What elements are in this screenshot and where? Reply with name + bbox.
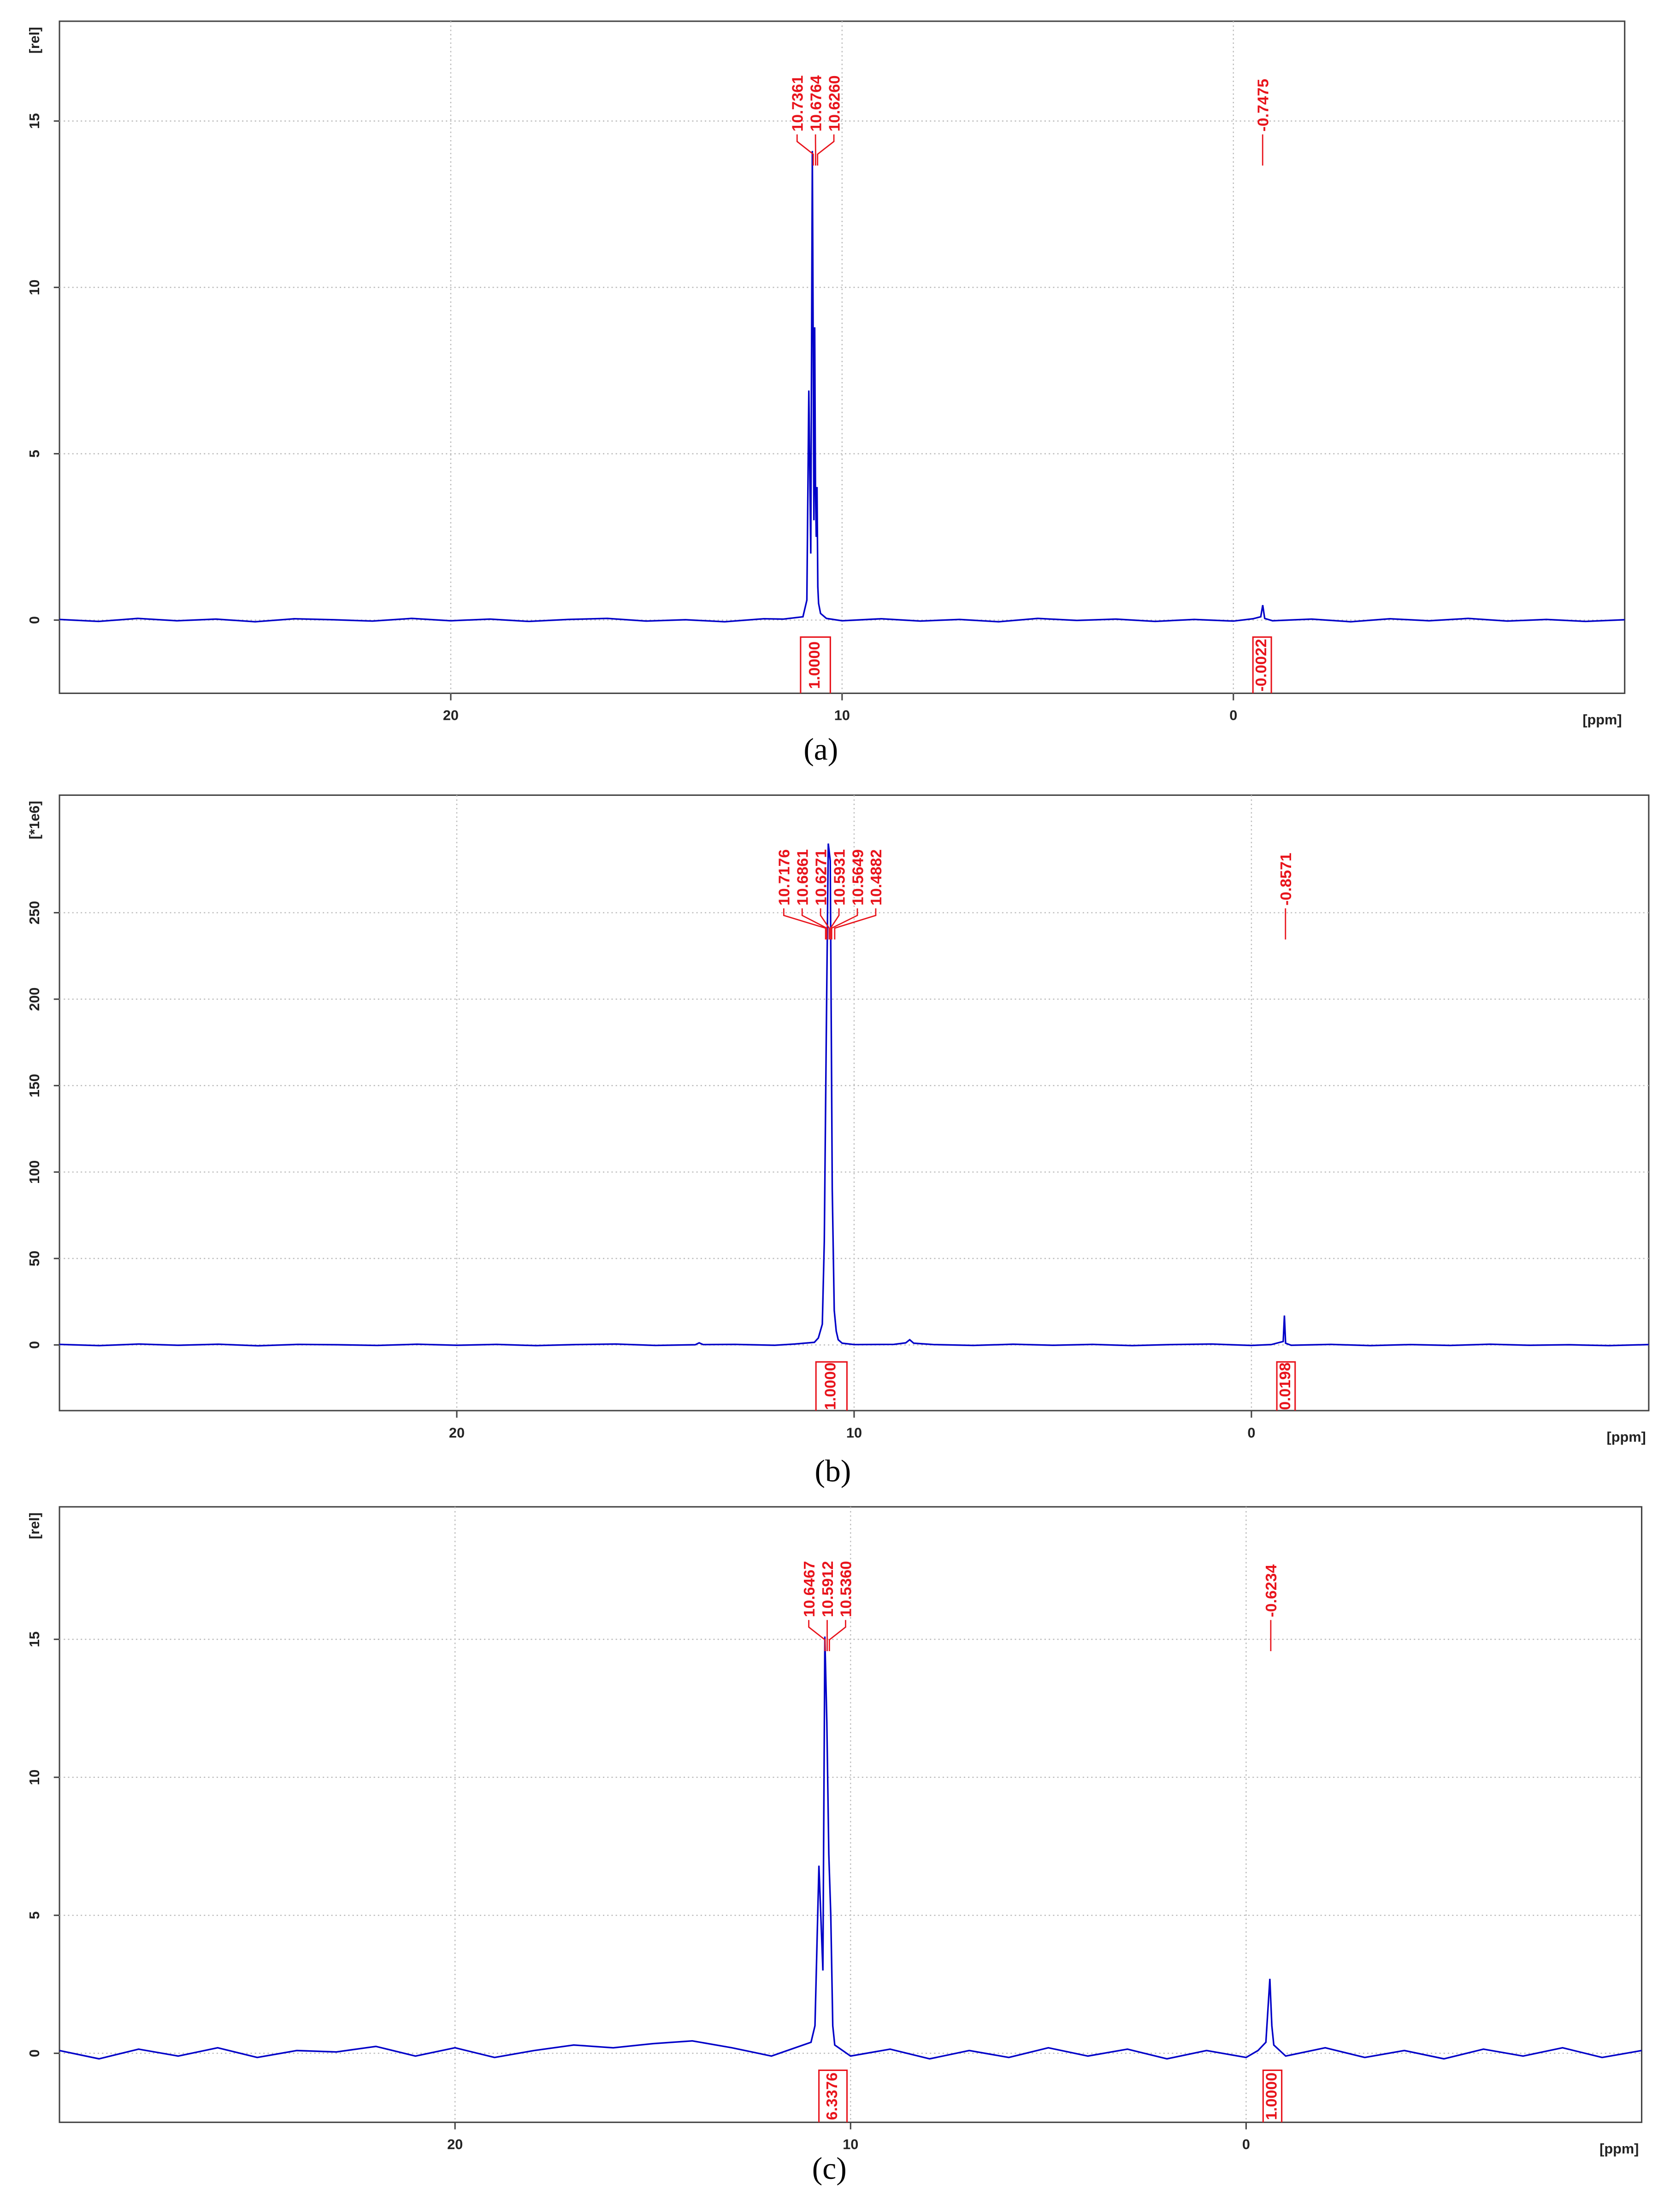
x-tick-label: 20 bbox=[449, 1424, 465, 1441]
y-tick-label: 10 bbox=[26, 1770, 42, 1785]
integral-label: 0.0198 bbox=[1276, 1363, 1294, 1410]
spectrum-panel: 0 5 10 15 20 10 0 [rel] [ppm] 10.7361 10.6764 10.62… bbox=[26, 20, 1626, 767]
peak-label: 10.6260 bbox=[826, 75, 843, 131]
peak-label: -0.8571 bbox=[1277, 853, 1295, 906]
peak-marker bbox=[830, 908, 840, 940]
peak-marker bbox=[796, 134, 814, 166]
caption: (b) bbox=[815, 1454, 851, 1488]
peak-label: 10.7361 bbox=[789, 75, 807, 131]
integral-box bbox=[815, 1361, 848, 1411]
peak-label: 10.6764 bbox=[807, 75, 825, 131]
spectrum-line bbox=[59, 843, 1649, 1347]
integral-label: 1.0000 bbox=[822, 1363, 839, 1410]
y-axis-title: [*1e6] bbox=[26, 801, 42, 840]
peak-label: -0.7475 bbox=[1255, 79, 1272, 132]
x-tick-label: 10 bbox=[834, 707, 850, 724]
x-tick-label: 10 bbox=[843, 2136, 858, 2153]
peak-label: 10.4882 bbox=[867, 849, 885, 906]
spectrum-panel: 0 5 10 15 20 10 0 [rel] [ppm] 10.6467 10.5912 10.53… bbox=[26, 1506, 1643, 2186]
y-tick-label: 150 bbox=[26, 1074, 42, 1097]
y-tick-label: 0 bbox=[26, 2049, 42, 2057]
peak-marker bbox=[783, 908, 826, 940]
spectrum-line bbox=[59, 151, 1625, 623]
y-tick-label: 15 bbox=[26, 1631, 42, 1647]
peak-marker bbox=[817, 134, 835, 166]
x-tick-label: 20 bbox=[443, 707, 459, 724]
integral-box bbox=[818, 2069, 848, 2123]
y-tick-label: 50 bbox=[26, 1251, 42, 1266]
y-axis-title: [rel] bbox=[26, 27, 42, 53]
peak-label: 10.6271 bbox=[812, 849, 830, 906]
y-tick-label: 0 bbox=[26, 616, 42, 624]
peak-label: 10.5912 bbox=[819, 1561, 837, 1617]
peak-label: 10.5931 bbox=[831, 849, 848, 906]
peak-marker bbox=[808, 1620, 826, 1651]
integral-box bbox=[1252, 636, 1272, 694]
peak-label: 10.6861 bbox=[794, 849, 812, 906]
y-tick-label: 15 bbox=[26, 113, 42, 129]
peak-marker bbox=[831, 908, 858, 940]
y-tick-label: 250 bbox=[26, 901, 42, 924]
integral-label: 6.3376 bbox=[823, 2072, 841, 2120]
peak-label: 10.5649 bbox=[849, 849, 867, 906]
integral-box bbox=[1276, 1361, 1296, 1411]
peak-marker bbox=[820, 908, 830, 940]
y-tick-label: 0 bbox=[26, 1341, 42, 1349]
x-tick-label: 0 bbox=[1229, 707, 1237, 724]
peak-marker bbox=[828, 1620, 846, 1651]
y-tick-label: 5 bbox=[26, 450, 42, 458]
x-axis-title: [ppm] bbox=[1599, 2141, 1639, 2157]
peak-marker bbox=[834, 908, 877, 940]
integral-box bbox=[1262, 2069, 1283, 2123]
x-axis-title: [ppm] bbox=[1582, 712, 1622, 728]
y-tick-label: 10 bbox=[26, 280, 42, 295]
peak-label: -0.6234 bbox=[1263, 1565, 1280, 1618]
caption: (c) bbox=[812, 2151, 847, 2186]
integral-label: 1.0000 bbox=[806, 641, 823, 689]
x-axis-title: [ppm] bbox=[1607, 1429, 1646, 1445]
peak-marker bbox=[801, 908, 828, 940]
y-axis-title: [rel] bbox=[26, 1512, 42, 1539]
caption: (a) bbox=[803, 732, 838, 767]
integral-label: -0.0022 bbox=[1252, 639, 1270, 692]
peak-label: 10.7176 bbox=[776, 849, 793, 906]
y-tick-label: 100 bbox=[26, 1160, 42, 1184]
x-tick-label: 0 bbox=[1242, 2136, 1250, 2153]
x-tick-label: 0 bbox=[1247, 1424, 1255, 1441]
integral-label: 1.0000 bbox=[1263, 2072, 1280, 2120]
spectrum-line bbox=[59, 1636, 1642, 2060]
y-tick-label: 200 bbox=[26, 988, 42, 1011]
x-tick-label: 20 bbox=[447, 2136, 463, 2153]
integral-box bbox=[800, 636, 831, 694]
x-tick-label: 10 bbox=[846, 1424, 862, 1441]
y-tick-label: 5 bbox=[26, 1912, 42, 1919]
peak-label: 10.5360 bbox=[838, 1561, 855, 1617]
peak-label: 10.6467 bbox=[801, 1561, 818, 1617]
